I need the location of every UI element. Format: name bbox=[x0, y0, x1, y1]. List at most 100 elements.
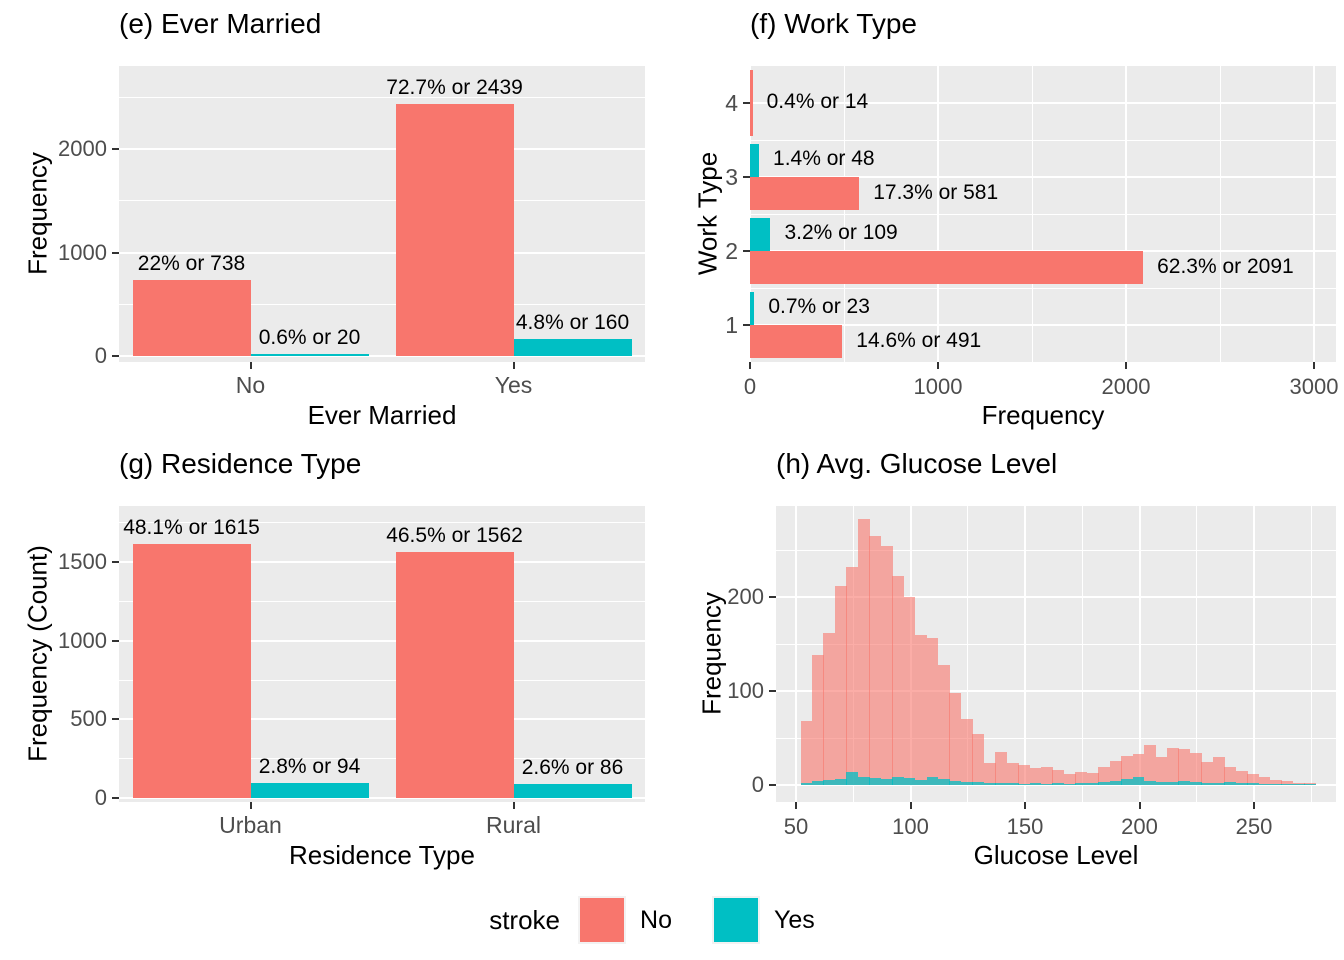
histogram-bar-yes bbox=[1292, 784, 1305, 785]
y-tick-label: 1000 bbox=[58, 627, 107, 653]
bar-label: 0.6% or 20 bbox=[258, 325, 361, 349]
x-tick-mark bbox=[1024, 802, 1026, 809]
y-tick-mark bbox=[112, 797, 119, 799]
histogram-bar-yes bbox=[1132, 777, 1145, 785]
category-label: No bbox=[235, 372, 266, 398]
histogram-bar-no bbox=[1041, 767, 1053, 785]
x-tick-label: 1000 bbox=[913, 374, 963, 399]
histogram-bar-no bbox=[1018, 765, 1030, 785]
histogram-bar-yes bbox=[1224, 782, 1237, 785]
bar-stroke-no bbox=[132, 279, 251, 356]
histogram-bar-yes bbox=[1018, 784, 1030, 785]
y-tick-mark bbox=[769, 596, 776, 598]
panel-title: (f) Work Type bbox=[750, 8, 918, 39]
bar-stroke-yes bbox=[513, 339, 632, 356]
gridline-major bbox=[1253, 506, 1255, 802]
y-tick-mark bbox=[112, 251, 119, 254]
histogram-bar-yes bbox=[1075, 783, 1088, 785]
x-tick-mark bbox=[937, 362, 939, 369]
histogram-bar-no bbox=[1121, 755, 1134, 785]
histogram-bar-no bbox=[1132, 753, 1145, 785]
gridline-minor bbox=[119, 679, 645, 681]
gridline-minor bbox=[119, 758, 645, 760]
histogram-bar-yes bbox=[1270, 784, 1282, 785]
gridline-minor bbox=[1196, 506, 1198, 802]
y-axis-title: Frequency bbox=[22, 152, 53, 275]
histogram-bar-no bbox=[1178, 749, 1191, 785]
histogram-bar-no bbox=[972, 734, 985, 785]
y-tick-label: 500 bbox=[70, 706, 107, 732]
y-tick-label: 2 bbox=[725, 238, 738, 264]
bar-label: 17.3% or 581 bbox=[873, 180, 999, 204]
histogram-bar-no bbox=[983, 763, 996, 785]
x-tick-mark bbox=[512, 802, 515, 809]
histogram-bar-yes bbox=[800, 783, 813, 785]
histogram-bar-yes bbox=[1109, 781, 1122, 785]
y-tick-mark bbox=[743, 324, 750, 326]
histogram-bar-no bbox=[1224, 767, 1237, 785]
histogram-bar-no bbox=[1281, 781, 1294, 785]
y-tick-mark bbox=[769, 690, 776, 692]
histogram-bar-yes bbox=[1201, 783, 1214, 785]
category-label: Urban bbox=[219, 812, 282, 838]
gridline-major bbox=[1138, 506, 1141, 802]
histogram-bar-yes bbox=[937, 779, 950, 785]
histogram-bar-yes bbox=[1281, 784, 1294, 785]
legend-title: stroke bbox=[489, 904, 561, 935]
histogram-bar-no bbox=[812, 655, 824, 785]
y-tick-label: 3 bbox=[725, 164, 738, 190]
gridline-major bbox=[119, 251, 645, 254]
histogram-bar-no bbox=[1006, 763, 1019, 785]
histogram-bar-no bbox=[1166, 748, 1179, 785]
histogram-bar-yes bbox=[960, 782, 973, 785]
x-tick-mark bbox=[795, 802, 797, 809]
bar-label: 72.7% or 2439 bbox=[386, 75, 523, 99]
gridline-major bbox=[776, 784, 1336, 786]
bar-stroke-no bbox=[132, 543, 251, 798]
y-tick-mark bbox=[743, 102, 750, 104]
panel-title: (e) Ever Married bbox=[119, 8, 322, 39]
histogram-bar-yes bbox=[1041, 784, 1053, 785]
gridline-major bbox=[750, 102, 1336, 104]
stroke-legend: stroke No Yes bbox=[0, 880, 1344, 960]
gridline-minor bbox=[750, 287, 1336, 289]
histogram-bar-no bbox=[880, 546, 893, 785]
bar-stroke-no bbox=[395, 552, 514, 798]
bar-label: 14.6% or 491 bbox=[856, 328, 982, 352]
histogram-bar-no bbox=[1235, 770, 1248, 785]
histogram-bar-no bbox=[1270, 780, 1282, 785]
bar-label: 62.3% or 2091 bbox=[1157, 254, 1294, 278]
bar-stroke-yes bbox=[513, 784, 632, 798]
histogram-bar-yes bbox=[1178, 781, 1191, 785]
gridline-major bbox=[1024, 506, 1026, 802]
histogram-bar-yes bbox=[1258, 784, 1271, 785]
x-tick-label: 2000 bbox=[1101, 374, 1151, 399]
histogram-bar-yes bbox=[1029, 783, 1042, 785]
y-axis-title: Frequency bbox=[696, 592, 727, 715]
x-axis-title: Frequency bbox=[981, 400, 1105, 430]
histogram-bar-yes bbox=[812, 781, 824, 785]
gridline-major bbox=[119, 639, 645, 642]
histogram-bar-yes bbox=[972, 782, 985, 785]
bar-label: 3.2% or 109 bbox=[784, 221, 898, 245]
histogram-bar-no bbox=[1063, 773, 1076, 785]
gridline-minor bbox=[119, 200, 645, 202]
x-tick-label: 50 bbox=[783, 814, 809, 839]
x-tick-label: 250 bbox=[1235, 814, 1273, 839]
histogram-bar-yes bbox=[823, 780, 836, 785]
panel-work-type: (f) Work Type Work Type Frequency 0 1000 200… bbox=[672, 0, 1344, 440]
bar-label: 22% or 738 bbox=[137, 251, 246, 275]
x-tick-label: 3000 bbox=[1289, 374, 1339, 399]
gridline-major bbox=[119, 718, 645, 721]
histogram-bar-no bbox=[834, 585, 847, 785]
bar-label: 2.8% or 94 bbox=[258, 755, 361, 779]
x-tick-label: 0 bbox=[743, 374, 757, 399]
histogram-bar-yes bbox=[1247, 783, 1259, 785]
bar-label: 4.8% or 160 bbox=[515, 311, 630, 335]
y-tick-mark bbox=[112, 355, 119, 357]
histogram-bar-no bbox=[995, 752, 1008, 785]
panel-residence-type: (g) Residence Type Frequency (Count) Resi… bbox=[0, 440, 672, 880]
gridline-minor bbox=[776, 643, 1336, 645]
bar-stroke-no bbox=[395, 103, 514, 356]
histogram-bar-yes bbox=[1086, 783, 1099, 785]
